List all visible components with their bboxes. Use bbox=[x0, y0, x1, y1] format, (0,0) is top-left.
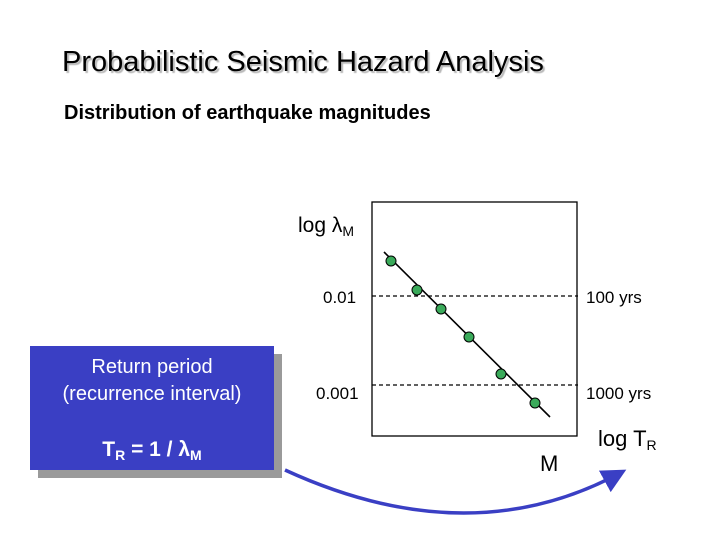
formula-T: T bbox=[102, 438, 116, 461]
y-axis-label-prefix: log bbox=[298, 214, 332, 237]
y-axis-label: log λM bbox=[298, 214, 354, 239]
rate-label-0-001: 0.001 bbox=[316, 384, 359, 403]
data-point bbox=[529, 397, 541, 409]
y-axis-label-lambda: λ bbox=[331, 214, 343, 237]
rate-label-0-01: 0.01 bbox=[323, 288, 357, 307]
period-label-1000-yrs: 1000 yrs bbox=[586, 384, 652, 403]
x-axis-label: M bbox=[540, 451, 559, 476]
formula-lambda-subscript: M bbox=[190, 447, 202, 463]
data-point bbox=[495, 368, 507, 380]
return-period-callout: Return period (recurrence interval) TR =… bbox=[30, 346, 274, 470]
right-axis-label-prefix: log T bbox=[598, 426, 647, 451]
callout-line-2: (recurrence interval) bbox=[62, 383, 242, 405]
formula-middle: = 1 / bbox=[125, 438, 179, 461]
slide-subtitle: Distribution of earthquake magnitudes bbox=[64, 102, 431, 124]
y-axis-label-subscript: M bbox=[342, 223, 355, 239]
formula-lambda: λ bbox=[178, 438, 191, 461]
plot-frame bbox=[371, 201, 578, 437]
right-axis-label: log TR bbox=[598, 426, 657, 453]
formula-T-subscript: R bbox=[115, 447, 126, 463]
right-axis-label-subscript: R bbox=[646, 437, 657, 453]
data-points bbox=[385, 255, 541, 409]
data-point bbox=[385, 255, 397, 267]
curved-arrow bbox=[284, 468, 627, 515]
period-label-100-yrs: 100 yrs bbox=[586, 288, 642, 307]
return-period-formula: TR = 1 / λM bbox=[30, 438, 274, 463]
data-point bbox=[411, 284, 423, 296]
slide-title: Probabilistic Seismic Hazard Analysis bbox=[62, 46, 544, 78]
data-point bbox=[435, 303, 447, 315]
callout-line-1: Return period bbox=[91, 356, 213, 378]
data-point bbox=[463, 331, 475, 343]
